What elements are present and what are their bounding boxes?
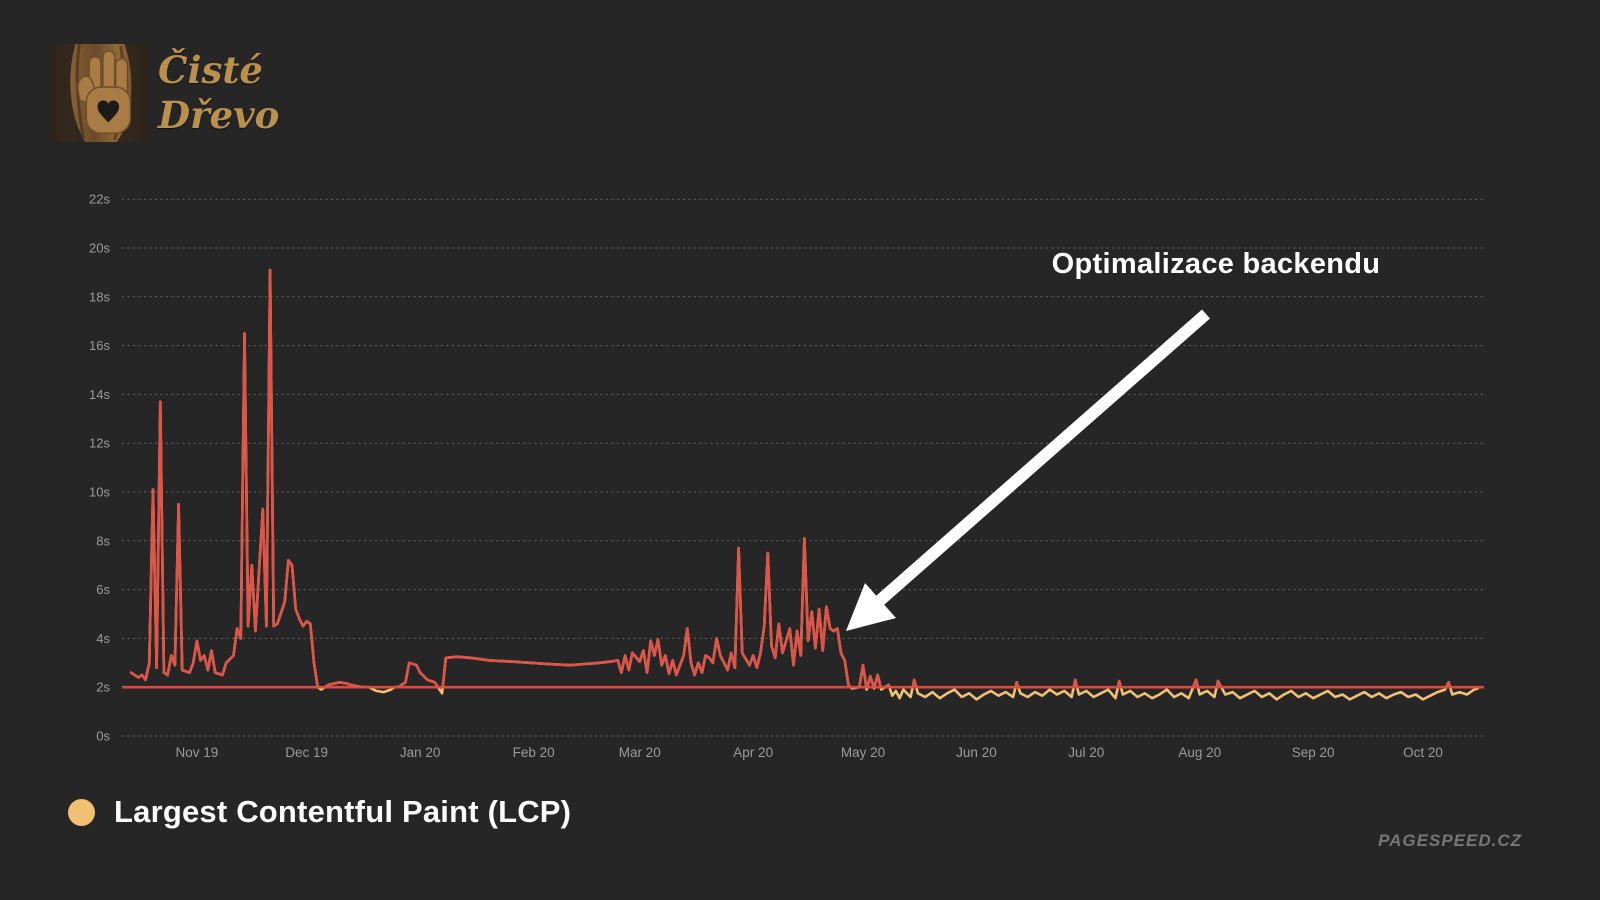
y-axis-tick: 6s bbox=[96, 582, 110, 597]
y-axis-tick: 12s bbox=[89, 436, 110, 451]
x-axis-tick: Oct 20 bbox=[1403, 745, 1443, 760]
brand-logo: Čisté Dřevo bbox=[50, 44, 279, 142]
brand-name: Čisté Dřevo bbox=[158, 48, 279, 138]
lcp-line-above-threshold bbox=[129, 268, 1479, 688]
brand-line2: Dřevo bbox=[158, 93, 280, 137]
y-axis-tick: 22s bbox=[89, 192, 110, 207]
x-axis-tick: Jul 20 bbox=[1068, 745, 1104, 760]
y-axis-tick: 18s bbox=[89, 289, 110, 304]
x-axis-labels: Nov 19 Dec 19 Jan 20 Feb 20 Mar 20 Apr 20 May … bbox=[175, 745, 1442, 760]
legend: Largest Contentful Paint (LCP) bbox=[68, 794, 571, 830]
wood-hand-heart-icon bbox=[50, 44, 148, 142]
x-axis-tick: Apr 20 bbox=[733, 745, 773, 760]
annotation-arrow bbox=[846, 309, 1210, 631]
x-axis-tick: Aug 20 bbox=[1178, 745, 1221, 760]
y-axis-tick: 0s bbox=[96, 729, 110, 744]
y-axis-tick: 10s bbox=[89, 485, 110, 500]
x-axis-tick: Feb 20 bbox=[513, 745, 555, 760]
y-axis-tick: 4s bbox=[96, 631, 110, 646]
y-axis-tick: 14s bbox=[89, 387, 110, 402]
x-axis-tick: Nov 19 bbox=[175, 745, 218, 760]
y-axis-labels: 0s 2s 4s 6s 8s 10s 12s 14s 16s 18s 20s 22s bbox=[89, 192, 110, 744]
y-axis-tick: 8s bbox=[96, 533, 110, 548]
y-axis-tick: 16s bbox=[89, 338, 110, 353]
x-axis-tick: Sep 20 bbox=[1292, 745, 1335, 760]
x-axis-tick: Jan 20 bbox=[400, 745, 441, 760]
x-axis-tick: Mar 20 bbox=[619, 745, 661, 760]
legend-label-lcp: Largest Contentful Paint (LCP) bbox=[114, 794, 572, 829]
legend-marker-lcp bbox=[68, 798, 95, 826]
lcp-line-below-threshold bbox=[129, 268, 1480, 701]
x-axis-tick: Jun 20 bbox=[956, 745, 997, 760]
x-axis-tick: Dec 19 bbox=[285, 745, 328, 760]
brand-line1: Čisté bbox=[158, 48, 263, 92]
pagespeed-watermark: PAGESPEED.CZ bbox=[1378, 831, 1522, 850]
x-axis-tick: May 20 bbox=[841, 745, 885, 760]
y-axis-tick: 20s bbox=[89, 241, 110, 256]
annotation-text: Optimalizace backendu bbox=[1051, 248, 1381, 280]
y-axis-tick: 2s bbox=[96, 680, 110, 695]
